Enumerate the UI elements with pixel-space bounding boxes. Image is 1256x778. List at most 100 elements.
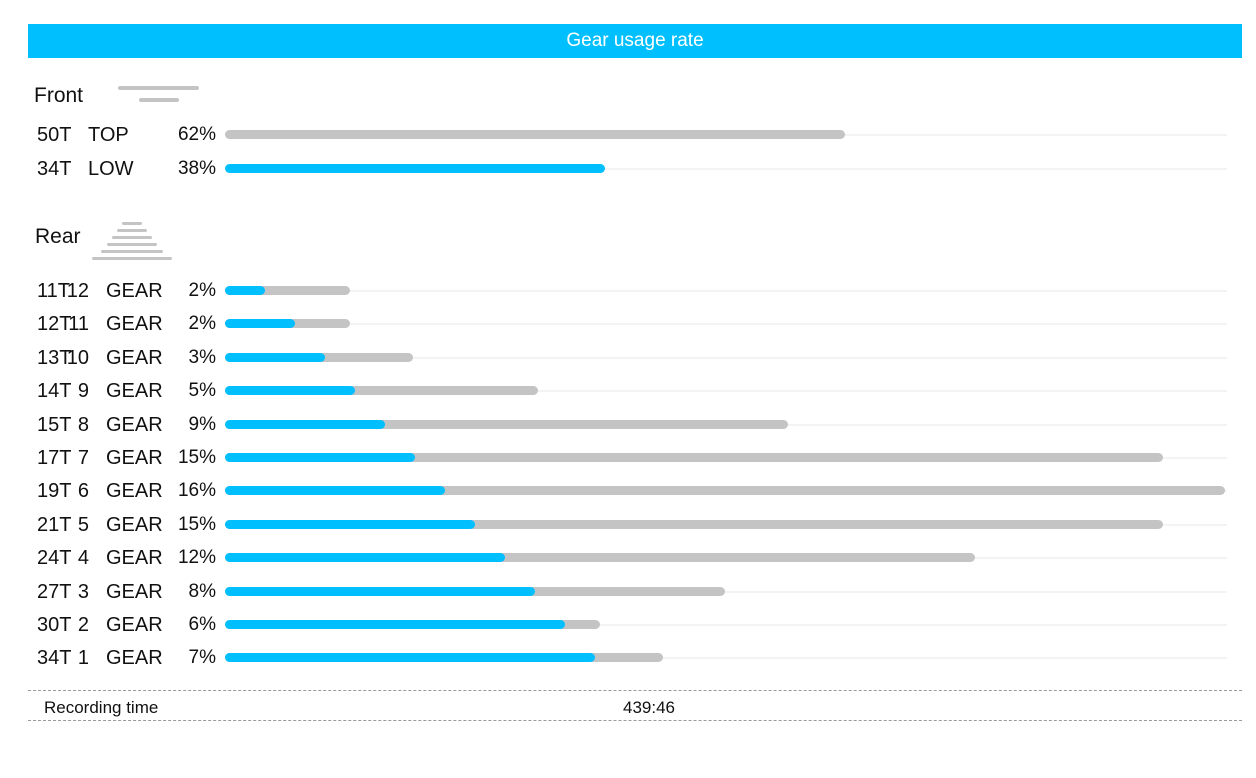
rear-usage-bar [225, 486, 445, 496]
rear-row: 15T 8 GEAR 9% [0, 410, 1256, 440]
rear-usage-bar [225, 653, 595, 663]
rear-usage-bar [225, 319, 295, 329]
rear-teeth-label: 14T [37, 380, 72, 403]
rear-usage-percent: 16% [177, 480, 216, 502]
rear-gear-number: 5 [77, 513, 89, 536]
rear-usage-percent: 3% [188, 346, 216, 368]
front-gear-name: TOP [88, 124, 129, 146]
rear-gear-number: 4 [77, 547, 89, 570]
rear-gear-number: 9 [77, 380, 89, 403]
front-row: 50T TOP 62% [0, 120, 1256, 150]
rear-gear-unit: GEAR [106, 647, 163, 670]
rear-usage-percent: 8% [188, 580, 216, 602]
recording-time-value: 439:46 [623, 698, 675, 717]
bar-track [225, 624, 1227, 626]
rear-teeth-label: 24T [37, 547, 72, 570]
rear-teeth-label: 15T [37, 413, 72, 436]
rear-gear-number: 6 [77, 480, 89, 503]
rear-usage-bar-background [225, 519, 1163, 529]
bar-track [225, 657, 1227, 660]
rear-gear-number: 11 [68, 313, 89, 336]
rear-row: 13T 10 GEAR 3% [0, 343, 1256, 373]
front-usage-bar [225, 130, 845, 139]
rear-usage-bar [225, 286, 265, 295]
rear-usage-bar [225, 386, 355, 396]
bar-track [225, 290, 1227, 292]
rear-gear-unit: GEAR [106, 280, 163, 302]
rear-gear-unit: GEAR [106, 413, 163, 436]
rear-teeth-label: 34T [37, 647, 72, 670]
rear-teeth-label: 27T [37, 580, 72, 603]
rear-row: 21T 5 GEAR 15% [0, 510, 1256, 540]
rear-row: 27T 3 GEAR 8% [0, 577, 1256, 607]
bar-track [225, 323, 1227, 326]
bar-track [225, 390, 1227, 393]
rear-usage-bar [225, 519, 475, 529]
bar-track [225, 590, 1227, 593]
footer-divider-bottom [28, 720, 1242, 721]
rear-gear-unit: GEAR [106, 480, 163, 503]
rear-usage-bar [225, 553, 505, 563]
rear-row: 30T 2 GEAR 6% [0, 610, 1256, 640]
rear-gear-number: 7 [77, 447, 89, 469]
rear-usage-percent: 5% [188, 380, 216, 402]
rear-usage-bar [225, 419, 385, 429]
front-teeth-label: 50T [37, 124, 72, 146]
rear-gear-unit: GEAR [106, 380, 163, 403]
rear-gear-number: 8 [77, 413, 89, 436]
rear-gear-number: 3 [77, 580, 89, 603]
rear-row: 17T 7 GEAR 15% [0, 443, 1256, 473]
rear-usage-bar [225, 586, 535, 596]
rear-gear-unit: GEAR [106, 547, 163, 570]
rear-usage-bar [225, 453, 415, 462]
rear-usage-percent: 9% [188, 413, 216, 435]
rear-teeth-label: 13T [37, 346, 72, 369]
front-usage-percent: 62% [177, 124, 216, 145]
front-usage-bar [225, 164, 605, 173]
rear-usage-bar-background [225, 453, 1163, 462]
rear-teeth-label: 11T [37, 280, 70, 302]
footer-divider-top [28, 690, 1242, 691]
rear-usage-bar-background [225, 419, 788, 429]
rear-usage-percent: 6% [188, 614, 216, 635]
rear-usage-percent: 12% [177, 547, 216, 569]
front-usage-percent: 38% [177, 158, 216, 179]
rear-gear-unit: GEAR [106, 614, 163, 636]
rear-gear-unit: GEAR [106, 346, 163, 369]
rear-usage-percent: 15% [177, 447, 216, 468]
bar-track [225, 168, 1227, 170]
rear-teeth-label: 30T [37, 614, 72, 636]
rear-gear-unit: GEAR [106, 580, 163, 603]
rear-usage-bar-background [225, 486, 1225, 496]
chart-title: Gear usage rate [28, 24, 1242, 58]
front-section-label: Front [34, 84, 84, 107]
rear-gear-unit: GEAR [106, 447, 163, 469]
rear-row: 34T 1 GEAR 7% [0, 643, 1256, 673]
rear-usage-percent: 7% [188, 647, 216, 669]
rear-gear-number: 1 [77, 647, 89, 670]
rear-row: 19T 6 GEAR 16% [0, 476, 1256, 506]
rear-teeth-label: 12T [37, 313, 72, 336]
rear-teeth-label: 19T [37, 480, 72, 503]
rear-row: 24T 4 GEAR 12% [0, 543, 1256, 573]
rear-usage-percent: 2% [188, 313, 216, 335]
rear-gear-number: 12 [66, 280, 89, 302]
rear-usage-bar-background [225, 553, 975, 563]
front-row: 34T LOW 38% [0, 154, 1256, 184]
front-teeth-label: 34T [37, 158, 72, 180]
rear-row: 14T 9 GEAR 5% [0, 376, 1256, 406]
rear-usage-percent: 2% [188, 280, 216, 301]
rear-usage-bar-background [225, 386, 538, 396]
rear-row: 11T 12 GEAR 2% [0, 276, 1256, 306]
rear-gear-unit: GEAR [106, 513, 163, 536]
recording-time-label: Recording time [44, 698, 159, 717]
rear-gear-number: 10 [66, 346, 89, 369]
rear-usage-bar [225, 620, 565, 629]
rear-gear-unit: GEAR [106, 313, 163, 336]
front-gear-name: LOW [88, 158, 134, 180]
rear-usage-bar-background [225, 286, 350, 295]
rear-section-label: Rear [35, 225, 81, 248]
rear-gear-number: 2 [77, 614, 89, 636]
rear-teeth-label: 17T [37, 447, 72, 469]
rear-teeth-label: 21T [37, 513, 72, 536]
